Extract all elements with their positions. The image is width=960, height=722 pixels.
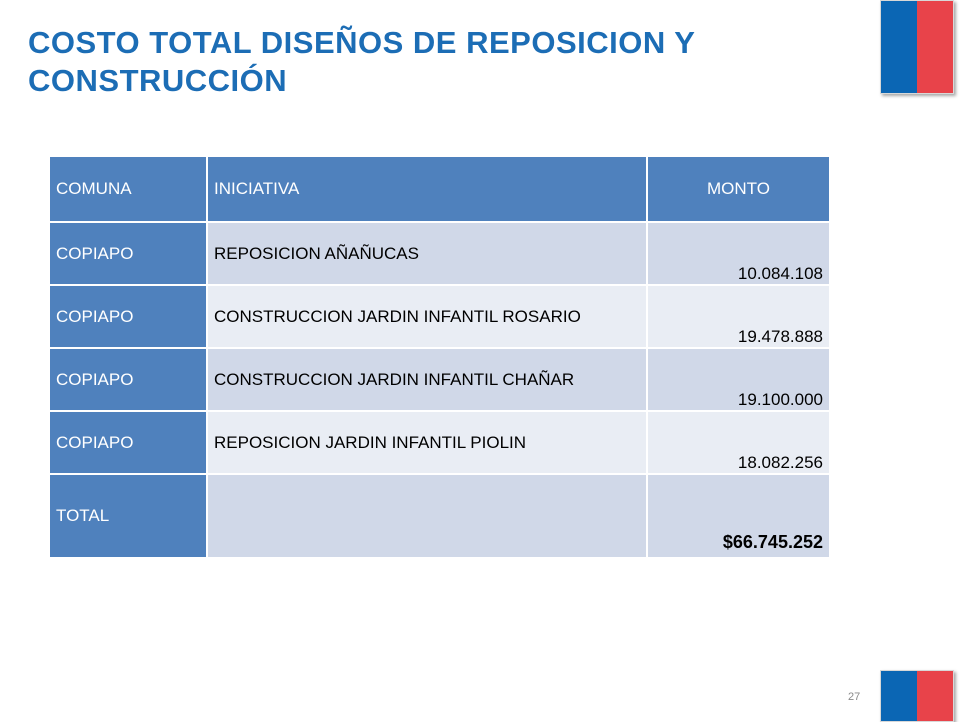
cell-iniciativa: CONSTRUCCION JARDIN INFANTIL CHAÑAR [206,347,648,412]
cell-comuna: COPIAPO [48,221,208,286]
header-comuna: COMUNA [48,155,208,223]
page-number: 27 [848,691,861,703]
header-monto: MONTO [646,155,831,223]
table-total-row: TOTAL $66.745.252 [48,473,831,559]
cell-iniciativa: CONSTRUCCION JARDIN INFANTIL ROSARIO [206,284,648,349]
flag-blue-band [881,1,917,93]
cell-monto: 19.100.000 [646,347,831,412]
cell-comuna: COPIAPO [48,410,208,475]
cell-monto: 19.478.888 [646,284,831,349]
chile-flag-logo-top [880,0,954,94]
cell-total-monto: $66.745.252 [646,473,831,559]
cell-comuna: COPIAPO [48,284,208,349]
table-row: COPIAPO REPOSICION AÑAÑUCAS 10.084.108 [48,221,831,286]
cell-total-label: TOTAL [48,473,208,559]
header-iniciativa: INICIATIVA [206,155,648,223]
table-row: COPIAPO REPOSICION JARDIN INFANTIL PIOLI… [48,410,831,475]
cell-iniciativa: REPOSICION JARDIN INFANTIL PIOLIN [206,410,648,475]
table-header-row: COMUNA INICIATIVA MONTO [48,155,831,223]
flag-red-band [917,1,953,93]
cell-monto: 18.082.256 [646,410,831,475]
cell-comuna: COPIAPO [48,347,208,412]
cell-iniciativa: REPOSICION AÑAÑUCAS [206,221,648,286]
cost-table: COMUNA INICIATIVA MONTO COPIAPO REPOSICI… [48,155,831,559]
cell-monto: 10.084.108 [646,221,831,286]
table-row: COPIAPO CONSTRUCCION JARDIN INFANTIL ROS… [48,284,831,349]
cell-total-empty [206,473,648,559]
table-row: COPIAPO CONSTRUCCION JARDIN INFANTIL CHA… [48,347,831,412]
flag-blue-band [881,671,917,721]
chile-flag-logo-bottom [880,670,954,722]
flag-red-band [917,671,953,721]
slide-title: COSTO TOTAL DISEÑOS DE REPOSICION Y CONS… [28,25,695,98]
